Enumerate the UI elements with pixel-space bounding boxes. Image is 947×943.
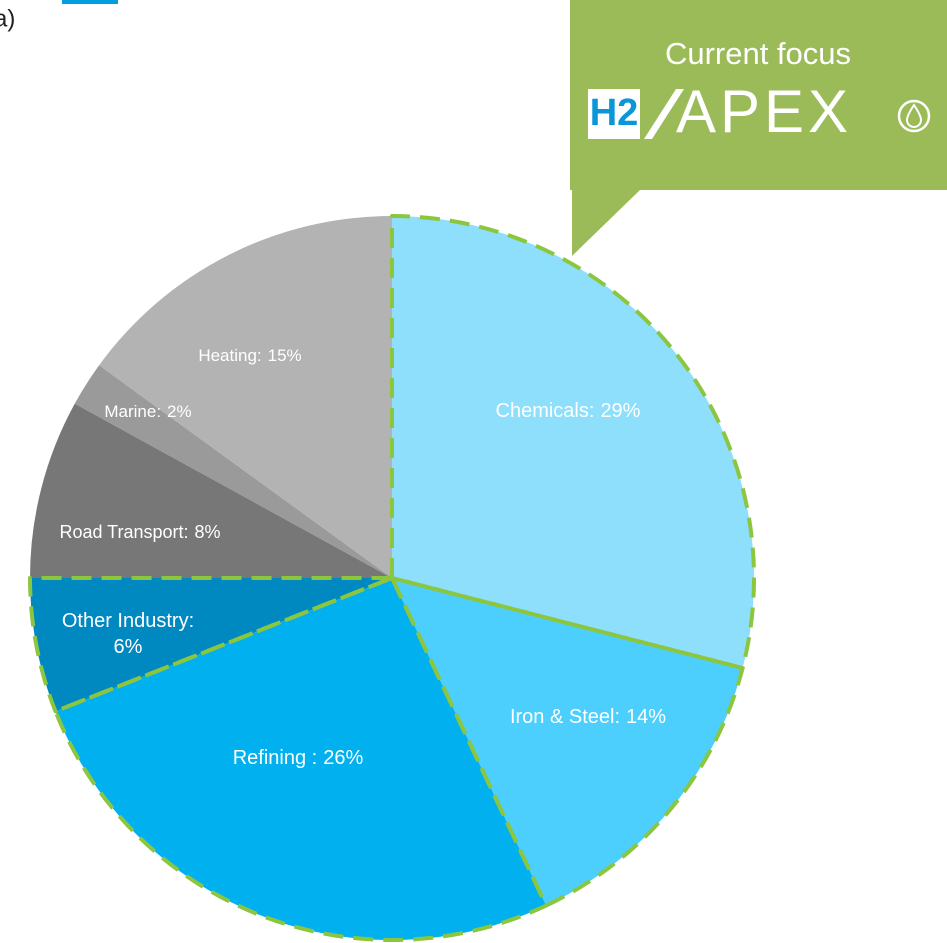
value-label: 15%	[268, 346, 302, 365]
slice-labels: Chemicals: 29%Iron & Steel: 14%Refining :2…	[59, 346, 666, 769]
highlight-outline	[28, 576, 394, 714]
slice-label: Heating: 15%	[198, 346, 301, 365]
logo-h2: H2	[590, 92, 639, 134]
slice-label: Iron & Steel: 14%	[510, 706, 666, 728]
category-label: Heating:	[198, 346, 261, 365]
slice-label: Road Transport: 8%	[59, 522, 220, 542]
value-label: 8%	[195, 522, 221, 542]
category-label: Road Transport:	[59, 522, 188, 542]
slice	[55, 578, 547, 940]
category-label: Other Industry:	[62, 610, 194, 632]
slice-label: Marine: 2%	[104, 402, 191, 421]
pie	[30, 216, 754, 940]
value-label: 2%	[167, 402, 192, 421]
highlight-outlines	[28, 214, 756, 942]
highlight-outline	[390, 576, 745, 908]
logo-box	[588, 89, 640, 139]
logo-text: APEX	[676, 78, 852, 145]
highlight-outline	[390, 214, 756, 671]
callout: Current focus H2 APEX	[570, 0, 947, 256]
slice	[392, 578, 743, 906]
slice-label: Chemicals: 29%	[496, 400, 641, 422]
callout-box	[570, 0, 947, 256]
slice-label: Other Industry: 6%	[62, 610, 194, 658]
value-label: 14%	[626, 706, 666, 728]
slice	[74, 365, 393, 578]
value-label: 26%	[323, 747, 363, 769]
slice	[30, 578, 392, 712]
category-label: Chemicals:	[496, 400, 595, 422]
panel-label: a)	[0, 5, 15, 32]
slice-label: Refining :26%	[233, 747, 364, 769]
highlight-outline	[53, 576, 549, 942]
slice	[392, 216, 754, 669]
logo-drop	[905, 103, 923, 128]
slice	[99, 216, 392, 578]
callout-title: Current focus	[665, 36, 851, 71]
value-label: 29%	[600, 400, 640, 422]
logo-icon	[897, 99, 931, 133]
category-label: Marine:	[104, 402, 161, 421]
slice	[30, 403, 392, 578]
category-label: Iron & Steel:	[510, 706, 620, 728]
category-label: Refining :	[233, 747, 318, 769]
value-label: 6%	[114, 636, 143, 658]
logo-slash	[644, 89, 684, 139]
